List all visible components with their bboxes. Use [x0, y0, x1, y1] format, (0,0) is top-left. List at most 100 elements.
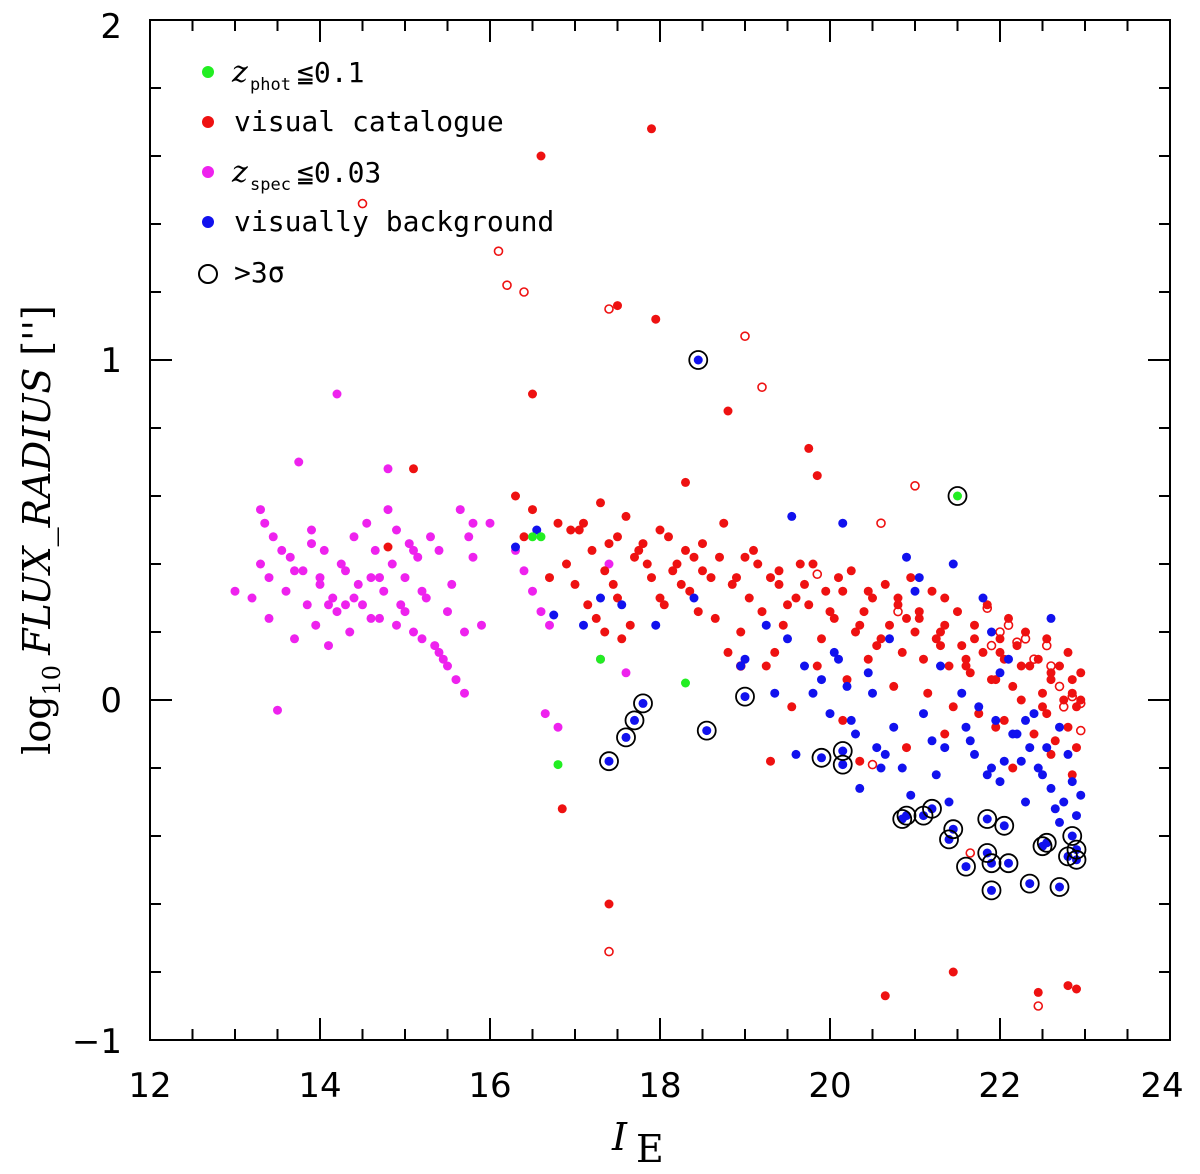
point-spectroscopic [375, 613, 384, 623]
point-spectroscopic [285, 552, 295, 562]
point-visual [1076, 668, 1086, 678]
point-visual [774, 579, 784, 589]
point-visual [965, 668, 975, 678]
point-visual-open [965, 848, 976, 858]
point-spectroscopic [277, 545, 287, 555]
point-spectroscopic [387, 559, 397, 569]
point-background [919, 709, 928, 719]
point-visual [655, 593, 665, 603]
legend-marker-spectroscopic [202, 166, 214, 178]
point-background [982, 814, 992, 824]
point-visual-open [604, 946, 614, 957]
point-background [617, 600, 627, 610]
point-visual [1046, 749, 1056, 759]
point-background [651, 620, 661, 630]
point-visual-open [604, 304, 614, 314]
point-visual-open [1075, 698, 1086, 709]
outlier-ring [811, 747, 832, 768]
point-visual [655, 525, 665, 535]
point-visual [1063, 722, 1073, 732]
point-spectroscopic [426, 532, 435, 542]
point-visual [715, 552, 724, 562]
x-tick-label: 18 [638, 1066, 681, 1106]
point-visual [893, 600, 903, 610]
point-visual [732, 573, 741, 583]
outlier-ring [1066, 849, 1087, 870]
point-spectroscopic [443, 607, 452, 617]
point-background [868, 688, 877, 698]
point-visual [409, 464, 418, 474]
point-background [1076, 790, 1086, 800]
point-visual [681, 545, 690, 555]
point-background [689, 593, 699, 603]
legend-entry-visual: visual catalogue [202, 105, 504, 138]
point-background [855, 783, 865, 793]
point-background [1021, 715, 1030, 725]
point-background [999, 756, 1009, 766]
point-background [999, 821, 1009, 831]
svg-text:≦0.1: ≦0.1 [297, 56, 364, 89]
point-visual [1008, 681, 1018, 691]
point-background [1072, 811, 1081, 821]
point-spectroscopic [341, 566, 350, 576]
legend-marker-photometric [202, 66, 214, 78]
outlier-ring [735, 686, 755, 707]
point-visual [1046, 668, 1056, 678]
point-visual [689, 552, 699, 562]
point-spectroscopic [430, 641, 440, 651]
point-visual [1072, 702, 1081, 712]
point-visual [910, 627, 920, 637]
point-visual [383, 542, 393, 552]
point-background [1016, 756, 1026, 766]
point-visual [579, 518, 588, 528]
point-visual [770, 647, 780, 657]
point-background [876, 763, 886, 773]
point-visual [723, 647, 733, 657]
point-visual-open [493, 246, 504, 256]
legend-entry-outlier: >3σ [198, 256, 285, 289]
point-visual [846, 566, 856, 576]
point-visual [1004, 613, 1013, 623]
outlier-ring [977, 843, 998, 863]
point-visual [1029, 729, 1039, 739]
point-visual [914, 607, 924, 617]
point-spectroscopic [553, 722, 563, 732]
point-spectroscopic [396, 600, 406, 610]
point-visual [791, 593, 801, 603]
point-background [791, 749, 801, 759]
point-visual-open [1033, 1001, 1044, 1011]
point-spectroscopic [536, 607, 546, 617]
point-visual [1016, 661, 1026, 671]
plot-frame [149, 19, 1171, 1041]
point-visual [1038, 688, 1047, 698]
outlier-ring [599, 751, 619, 772]
point-visual [936, 641, 945, 651]
outlier-ring [994, 815, 1015, 836]
point-photometric [681, 678, 690, 688]
point-visual-open [502, 280, 512, 291]
svg-text:z: z [231, 155, 248, 190]
point-background [965, 736, 975, 746]
outlier-ring [947, 486, 968, 506]
axis-ticks [149, 19, 1171, 1041]
point-visual [681, 477, 690, 487]
point-visual [574, 525, 584, 535]
point-visual [766, 573, 775, 583]
point-spectroscopic [468, 518, 478, 528]
outlier-ring [998, 853, 1019, 874]
point-visual [608, 579, 618, 589]
point-spectroscopic [311, 620, 321, 630]
point-visual [812, 661, 822, 671]
point-visual-open [1046, 661, 1056, 671]
outlier-ring [696, 720, 717, 741]
point-spectroscopic [409, 627, 418, 637]
point-spectroscopic [349, 532, 359, 542]
point-photometric [596, 654, 605, 664]
point-visual [834, 573, 843, 583]
point-spectroscopic [341, 600, 350, 610]
point-visual [936, 627, 945, 637]
point-visual [1072, 743, 1081, 753]
point-spectroscopic [260, 518, 270, 528]
outlier-ring [633, 693, 653, 714]
point-background [906, 790, 916, 800]
